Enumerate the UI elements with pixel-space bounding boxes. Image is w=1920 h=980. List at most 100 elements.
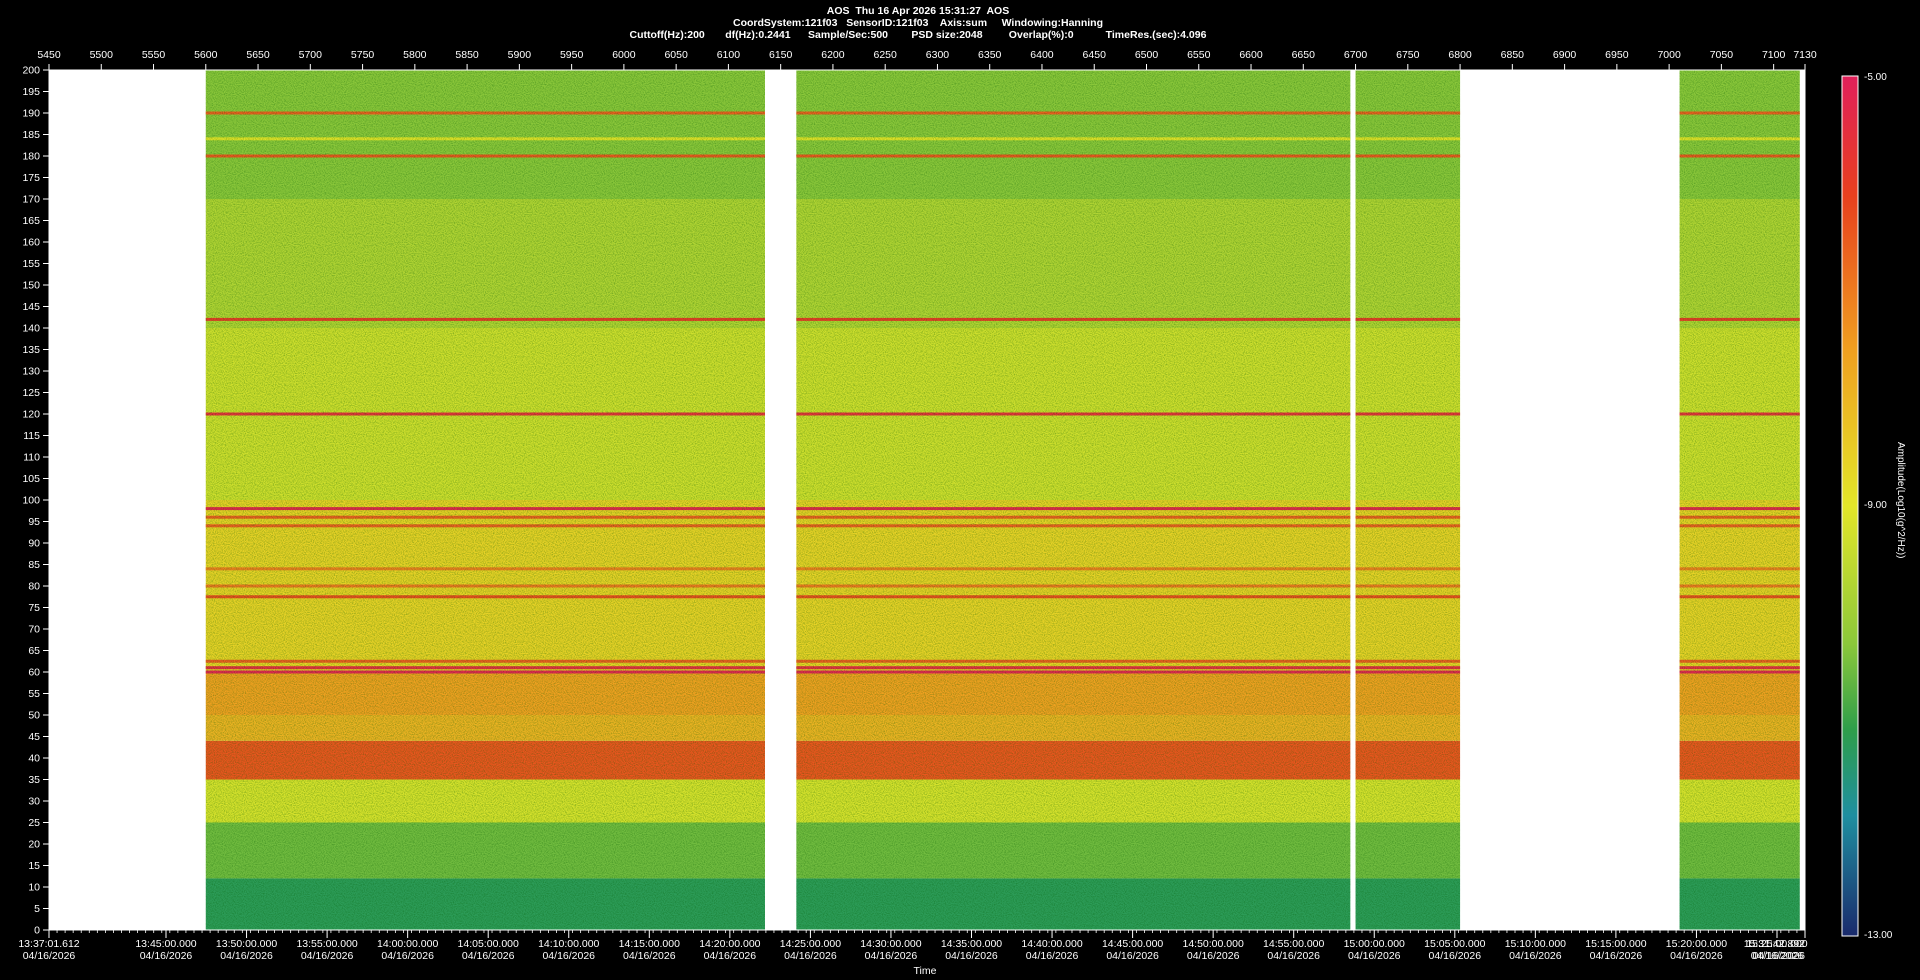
colorbar	[1841, 75, 1859, 937]
bottom-axis-date-label: 04/16/2026	[1429, 950, 1482, 962]
top-axis-tick-label: 5700	[299, 49, 323, 61]
top-axis-tick-label: 5950	[560, 49, 584, 61]
bottom-axis-date-label: 04/16/2026	[1348, 950, 1401, 962]
y-axis-tick-label: 105	[22, 473, 40, 485]
chart-subtitle-settings: CoordSystem:121f03 SensorID:121f03 Axis:…	[732, 17, 1103, 29]
bottom-axis-tick-label: 13:50:00.000	[216, 938, 277, 950]
y-axis-tick-label: 35	[28, 774, 40, 786]
bottom-axis-date-label: 04/16/2026	[1752, 950, 1805, 962]
y-axis-tick-label: 170	[22, 194, 40, 206]
y-axis-tick-label: 135	[22, 344, 40, 356]
top-axis-tick-label: 5850	[455, 49, 479, 61]
bottom-axis-date-label: 04/16/2026	[140, 950, 193, 962]
y-axis-tick-label: 30	[28, 796, 40, 808]
top-axis-tick-label: 6600	[1239, 49, 1263, 61]
top-axis-tick-label: 6550	[1187, 49, 1211, 61]
bottom-axis-tick-label: 15:20:00.000	[1666, 938, 1727, 950]
bottom-axis-tick-label: 14:05:00.000	[458, 938, 519, 950]
bottom-axis-tick-label: 14:00:00.000	[377, 938, 438, 950]
chart-title: AOS Thu 16 Apr 2026 15:31:27 AOS	[826, 5, 1010, 17]
y-axis-tick-label: 65	[28, 645, 40, 657]
y-axis-tick-label: 70	[28, 624, 40, 636]
y-axis-tick-label: 160	[22, 237, 40, 249]
top-axis-tick-label: 5500	[90, 49, 114, 61]
y-axis-tick-label: 130	[22, 366, 40, 378]
bottom-axis-tick-label: 15:00:00.000	[1344, 938, 1405, 950]
x-axis-title: Time	[914, 965, 937, 977]
y-axis-tick-label: 60	[28, 667, 40, 679]
y-axis-tick-label: 100	[22, 495, 40, 507]
y-axis-tick-label: 155	[22, 258, 40, 270]
colorbar-title: Amplitude(Log10(g^2/Hz))	[1895, 442, 1906, 559]
colorbar-label-min: -13.00	[1864, 930, 1893, 941]
top-axis-tick-label: 6500	[1135, 49, 1159, 61]
top-axis-tick-label: 5800	[403, 49, 427, 61]
bottom-axis-tick-label: 14:10:00.000	[538, 938, 599, 950]
bottom-axis-date-label: 04/16/2026	[623, 950, 676, 962]
segment-texture	[1355, 70, 1461, 930]
top-axis-tick-label: 7130	[1793, 49, 1817, 61]
top-axis-tick-label: 6450	[1083, 49, 1107, 61]
y-axis-tick-label: 25	[28, 817, 40, 829]
top-axis-tick-label: 6300	[926, 49, 950, 61]
segment-texture	[205, 70, 765, 930]
bottom-axis-tick-label: 14:55:00.000	[1263, 938, 1324, 950]
bottom-axis-tick-label: 13:55:00.000	[296, 938, 357, 950]
y-axis-tick-label: 150	[22, 280, 40, 292]
top-axis-tick-label: 6400	[1030, 49, 1054, 61]
top-axis-tick-label: 5450	[37, 49, 61, 61]
bottom-axis-tick-label: 15:05:00.000	[1424, 938, 1485, 950]
y-axis-tick-label: 20	[28, 839, 40, 851]
y-axis-tick-label: 180	[22, 151, 40, 163]
bottom-axis-date-label: 04/16/2026	[1187, 950, 1240, 962]
top-axis-tick-label: 6050	[664, 49, 688, 61]
top-axis-tick-label: 6200	[821, 49, 845, 61]
y-axis-tick-label: 15	[28, 860, 40, 872]
y-axis-tick-label: 40	[28, 753, 40, 765]
top-axis-tick-label: 7100	[1762, 49, 1786, 61]
bottom-axis-date-label: 04/16/2026	[1590, 950, 1643, 962]
y-axis-tick-label: 145	[22, 301, 40, 313]
bottom-axis-tick-label: 15:25:00.000	[1746, 938, 1807, 950]
y-axis-tick-label: 175	[22, 172, 40, 184]
y-axis-tick-label: 125	[22, 387, 40, 399]
top-axis-tick-label: 5750	[351, 49, 375, 61]
top-axis-tick-label: 5550	[142, 49, 166, 61]
y-axis-tick-label: 115	[23, 430, 40, 442]
bottom-axis-date-label: 04/16/2026	[865, 950, 918, 962]
bottom-axis-date-label: 04/16/2026	[1267, 950, 1320, 962]
top-axis-tick-label: 6800	[1448, 49, 1472, 61]
y-axis-tick-label: 195	[22, 86, 40, 98]
top-axis-tick-label: 7000	[1657, 49, 1681, 61]
y-axis-tick-label: 110	[23, 452, 40, 464]
y-axis-tick-label: 50	[28, 710, 40, 722]
bottom-axis-date-label: 04/16/2026	[1670, 950, 1723, 962]
top-axis-tick-label: 6650	[1292, 49, 1316, 61]
y-axis-tick-label: 80	[28, 581, 40, 593]
y-axis-tick-label: 75	[28, 602, 40, 614]
bottom-axis-tick-label: 14:45:00.000	[1102, 938, 1163, 950]
bottom-axis-tick-label: 14:50:00.000	[1182, 938, 1243, 950]
top-axis-tick-label: 6700	[1344, 49, 1368, 61]
bottom-axis-end-label: 15:31:42.892	[1744, 938, 1805, 950]
top-axis-tick-label: 6850	[1501, 49, 1525, 61]
bottom-axis-tick-label: 15:10:00.000	[1505, 938, 1566, 950]
top-axis-tick-label: 6350	[978, 49, 1002, 61]
top-axis-tick-label: 6000	[612, 49, 636, 61]
y-axis-tick-label: 5	[34, 903, 40, 915]
bottom-axis-date-label: 04/16/2026	[381, 950, 434, 962]
top-axis-tick-label: 5600	[194, 49, 218, 61]
y-axis-tick-label: 120	[22, 409, 40, 421]
top-axis-tick-label: 5650	[246, 49, 270, 61]
chart-subtitle-params: Cuttoff(Hz):200 df(Hz):0.2441 Sample/Sec…	[629, 29, 1207, 41]
bottom-axis-date-label: 04/16/2026	[462, 950, 515, 962]
top-axis-tick-label: 6900	[1553, 49, 1577, 61]
bottom-axis-date-label: 04/16/2026	[23, 950, 76, 962]
bottom-axis-date-label: 04/16/2026	[945, 950, 998, 962]
y-axis-tick-label: 95	[28, 516, 40, 528]
y-axis-tick-label: 185	[22, 129, 40, 141]
top-axis-tick-label: 6750	[1396, 49, 1420, 61]
bottom-axis-date-label: 04/16/2026	[704, 950, 757, 962]
y-axis-tick-label: 45	[28, 731, 40, 743]
